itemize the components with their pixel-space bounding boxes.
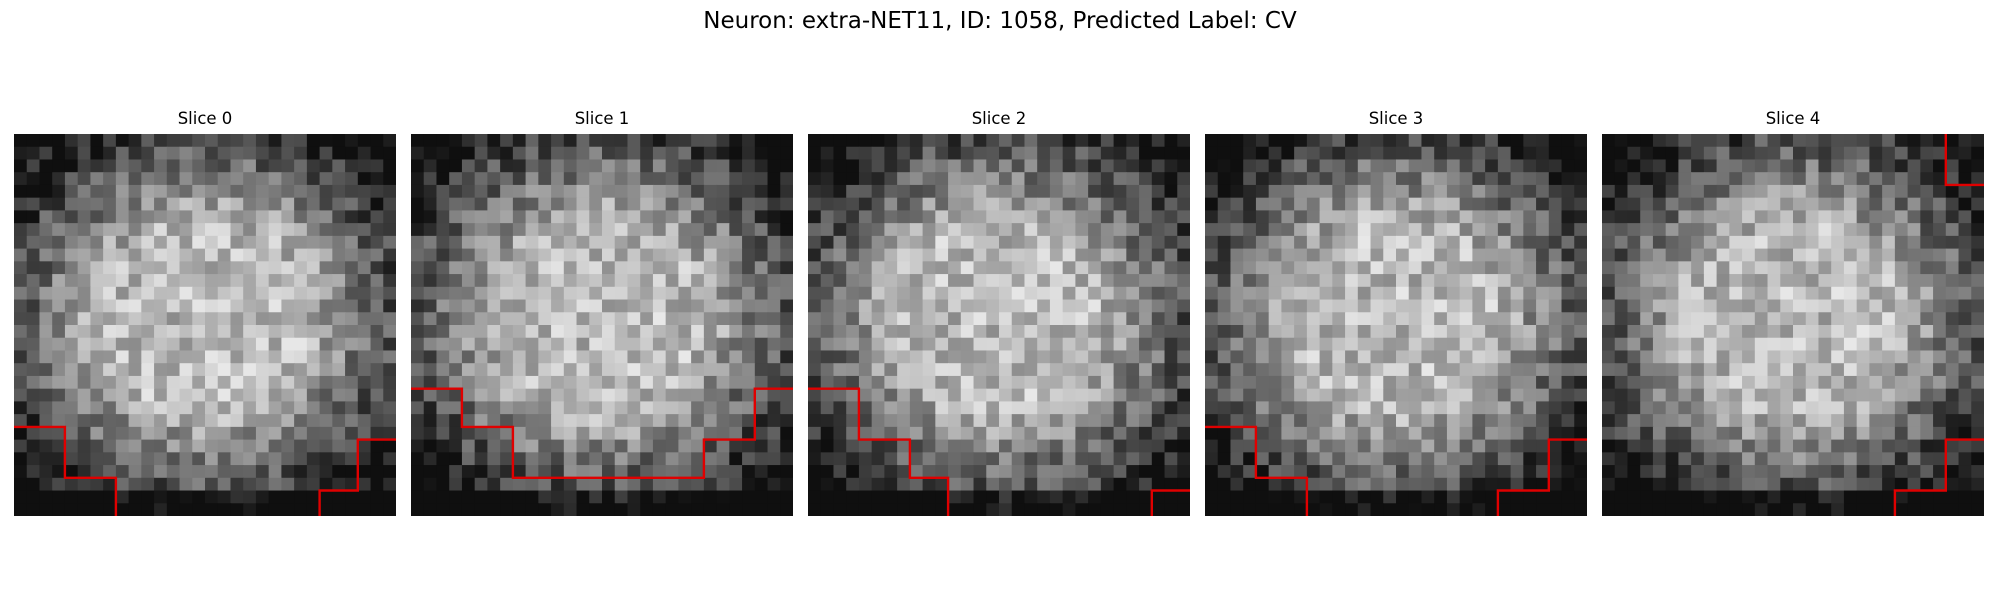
figure-title: Neuron: extra-NET11, ID: 1058, Predicted… [703,8,1297,34]
slice-image [411,134,793,516]
slice-title: Slice 2 [971,109,1027,128]
contour-line [1150,489,1190,516]
slice-panel-2: Slice 2 [808,108,1190,516]
slice-panel-0: Slice 0 [14,108,396,516]
contour-line [411,387,793,479]
contour-line [14,425,118,516]
slice-title: Slice 1 [574,109,630,128]
slice-image [1205,134,1587,516]
contour-line [318,438,396,516]
slice-panel-4: Slice 4 [1602,108,1984,516]
slice-panel-1: Slice 1 [411,108,793,516]
slice-image [808,134,1190,516]
contour-line [1893,438,1984,516]
slice-image [14,134,396,516]
slice-title: Slice 0 [177,109,233,128]
slice-panel-3: Slice 3 [1205,108,1587,516]
contour-line [1944,134,1984,187]
contour-line [808,387,950,516]
slice-title: Slice 4 [1765,109,1821,128]
contour-line [1205,425,1309,516]
slice-title: Slice 3 [1368,109,1424,128]
contour-line [1496,438,1587,516]
slice-image [1602,134,1984,516]
